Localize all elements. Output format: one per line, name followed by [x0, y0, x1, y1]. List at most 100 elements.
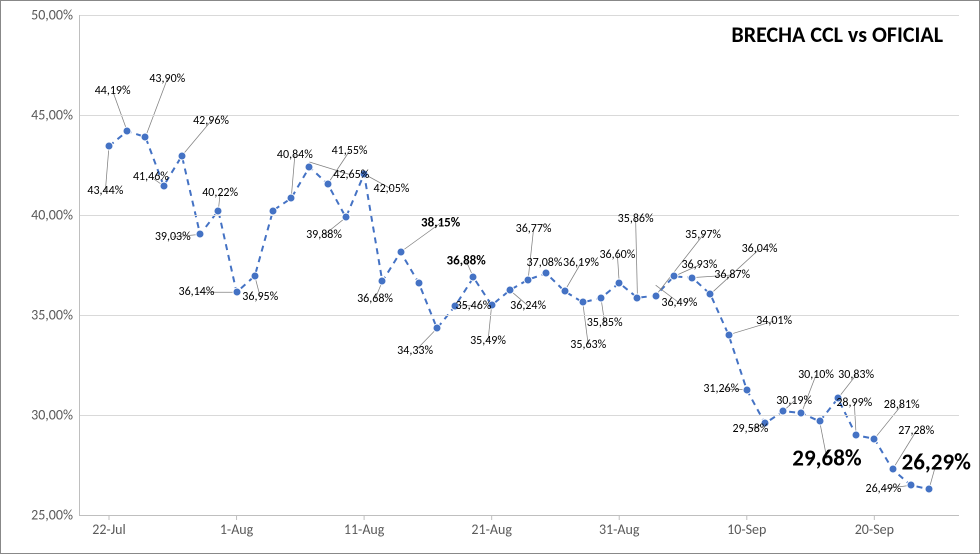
data-label: 34,33% [397, 345, 433, 357]
data-marker [724, 330, 733, 339]
data-label: 41,55% [332, 145, 368, 157]
data-marker [105, 142, 114, 151]
data-marker [706, 290, 715, 299]
x-tick-label: 22-Jul [92, 515, 126, 538]
data-marker [196, 230, 205, 239]
data-marker [433, 324, 442, 333]
data-marker [250, 272, 259, 281]
y-tick-label: 45,00% [31, 107, 79, 124]
data-marker [123, 127, 132, 136]
data-label: 36,87% [714, 269, 750, 281]
data-label: 42,96% [193, 115, 229, 127]
data-label: 40,22% [202, 187, 238, 199]
data-label: 35,85% [587, 317, 623, 329]
data-marker [396, 248, 405, 257]
data-marker [214, 206, 223, 215]
data-marker [524, 275, 533, 284]
x-tick-label: 1-Aug [220, 515, 253, 538]
y-axis-line [79, 15, 80, 515]
data-label: 35,63% [570, 339, 606, 351]
data-marker [906, 481, 915, 490]
data-label: 36,24% [510, 300, 546, 312]
data-label: 43,90% [149, 73, 185, 85]
gridline-h [79, 315, 959, 316]
data-label: 36,77% [516, 223, 552, 235]
data-marker [177, 151, 186, 160]
data-label: 44,19% [95, 85, 131, 97]
x-tick-label: 11-Aug [344, 515, 385, 538]
data-marker [633, 293, 642, 302]
data-marker [269, 206, 278, 215]
data-label: 26,29% [902, 452, 971, 475]
data-marker [305, 163, 314, 172]
data-label: 28,99% [836, 397, 872, 409]
data-label: 35,49% [470, 335, 506, 347]
x-tick-label: 20-Sep [855, 515, 894, 538]
data-label: 27,28% [898, 425, 934, 437]
data-label: 29,68% [792, 448, 861, 471]
data-marker [688, 273, 697, 282]
data-marker [232, 288, 241, 297]
leader-line [145, 79, 167, 137]
data-label: 36,88% [447, 255, 486, 268]
data-marker [852, 431, 861, 440]
leader-line [636, 219, 638, 298]
data-label: 35,97% [685, 229, 721, 241]
gridline-h [79, 515, 959, 516]
gridline-h [79, 415, 959, 416]
data-label: 36,93% [681, 259, 717, 271]
chart-svg [79, 15, 959, 515]
data-marker [888, 465, 897, 474]
data-marker [779, 407, 788, 416]
data-marker [742, 385, 751, 394]
data-label: 36,04% [742, 243, 778, 255]
data-marker [797, 409, 806, 418]
data-label: 36,19% [563, 257, 599, 269]
x-tick-label: 21-Aug [471, 515, 512, 538]
data-label: 36,49% [661, 297, 697, 309]
chart-title: BRECHA CCL vs OFICIAL [731, 21, 943, 48]
data-label: 28,81% [884, 399, 920, 411]
data-marker [925, 485, 934, 494]
data-marker [378, 277, 387, 286]
data-label: 36,68% [357, 293, 393, 305]
x-tick-label: 31-Aug [599, 515, 640, 538]
data-label: 35,46% [455, 300, 491, 312]
data-label: 30,10% [798, 369, 834, 381]
data-label: 26,49% [865, 483, 901, 495]
data-label: 39,03% [155, 231, 191, 243]
data-label: 35,86% [618, 213, 654, 225]
data-label: 40,84% [277, 149, 313, 161]
data-label: 37,08% [527, 257, 563, 269]
data-marker [287, 194, 296, 203]
data-marker [870, 434, 879, 443]
data-label: 36,14% [179, 286, 215, 298]
data-marker [578, 298, 587, 307]
data-marker [815, 417, 824, 426]
data-marker [469, 273, 478, 282]
data-marker [651, 291, 660, 300]
y-tick-label: 25,00% [31, 507, 79, 524]
data-marker [542, 269, 551, 278]
gridline-h [79, 215, 959, 216]
data-label: 30,19% [776, 395, 812, 407]
x-tick-label: 10-Sep [727, 515, 766, 538]
y-tick-label: 35,00% [31, 307, 79, 324]
y-tick-label: 40,00% [31, 207, 79, 224]
data-marker [341, 213, 350, 222]
data-marker [597, 294, 606, 303]
data-label: 38,15% [421, 217, 460, 230]
data-label: 31,26% [703, 383, 739, 395]
data-label: 39,88% [306, 229, 342, 241]
data-marker [505, 286, 514, 295]
data-label: 42,65% [333, 169, 369, 181]
data-marker [615, 279, 624, 288]
data-label: 34,01% [756, 315, 792, 327]
data-marker [414, 279, 423, 288]
leader-line [528, 229, 533, 280]
data-label: 30,83% [838, 369, 874, 381]
data-marker [669, 272, 678, 281]
data-marker [141, 133, 150, 142]
data-label: 36,60% [599, 249, 635, 261]
data-marker [560, 287, 569, 296]
